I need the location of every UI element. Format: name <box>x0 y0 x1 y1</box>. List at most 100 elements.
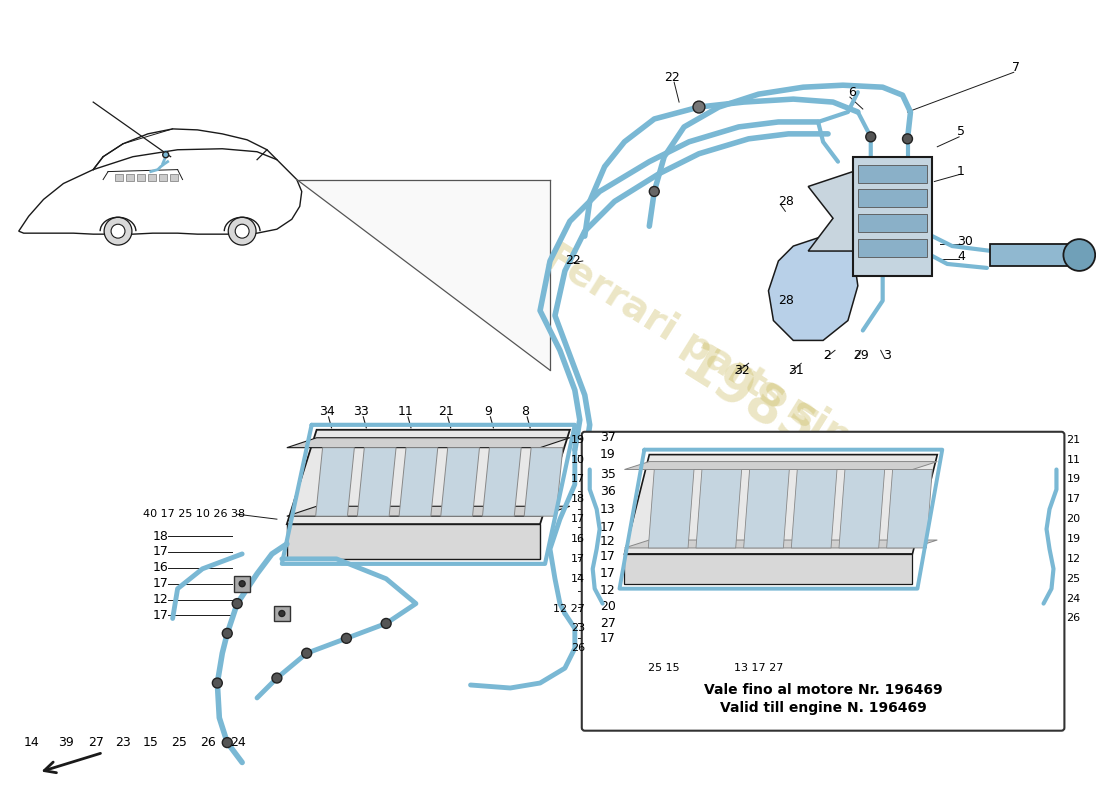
Polygon shape <box>483 448 521 516</box>
Polygon shape <box>287 430 570 524</box>
Text: 12: 12 <box>600 534 615 547</box>
Polygon shape <box>525 448 563 516</box>
Text: 26: 26 <box>200 736 217 749</box>
Circle shape <box>279 610 285 617</box>
Polygon shape <box>287 506 570 516</box>
Polygon shape <box>358 448 396 516</box>
Circle shape <box>272 673 282 683</box>
Bar <box>858 190 927 207</box>
Circle shape <box>212 678 222 688</box>
Text: 34: 34 <box>319 406 334 418</box>
Text: 24: 24 <box>230 736 246 749</box>
Text: 12: 12 <box>153 593 168 606</box>
Text: 18: 18 <box>153 530 168 542</box>
Text: 21: 21 <box>1066 434 1080 445</box>
Text: 17: 17 <box>571 474 585 485</box>
Text: 1: 1 <box>957 165 965 178</box>
Polygon shape <box>625 462 937 470</box>
Polygon shape <box>399 448 438 516</box>
Text: 36: 36 <box>600 485 615 498</box>
Polygon shape <box>316 448 354 516</box>
Text: 40 17 25 10 26 38: 40 17 25 10 26 38 <box>143 510 245 519</box>
Polygon shape <box>696 470 741 548</box>
Bar <box>852 157 933 276</box>
Text: Vale fino al motore Nr. 196469: Vale fino al motore Nr. 196469 <box>704 683 943 697</box>
Text: 11: 11 <box>1066 454 1080 465</box>
Text: 3: 3 <box>882 349 891 362</box>
Circle shape <box>235 224 249 238</box>
Text: 8: 8 <box>521 406 529 418</box>
Text: 26: 26 <box>1066 614 1080 623</box>
Circle shape <box>341 634 351 643</box>
Bar <box>990 244 1079 266</box>
Text: 39: 39 <box>58 736 74 749</box>
Text: 4: 4 <box>957 250 965 262</box>
Text: 10: 10 <box>571 454 585 465</box>
Text: 11: 11 <box>398 406 414 418</box>
Text: 17: 17 <box>571 554 585 564</box>
Text: 12: 12 <box>600 584 615 597</box>
Circle shape <box>382 618 392 629</box>
Text: 20: 20 <box>600 600 616 613</box>
Text: 16: 16 <box>571 534 585 544</box>
Circle shape <box>104 218 132 245</box>
Text: 17: 17 <box>571 514 585 524</box>
Text: 29: 29 <box>852 349 869 362</box>
Text: 9: 9 <box>484 406 493 418</box>
Polygon shape <box>19 149 301 234</box>
Text: 18: 18 <box>571 494 585 504</box>
Text: 7: 7 <box>1012 61 1020 74</box>
Text: 35: 35 <box>600 468 616 481</box>
Text: 17: 17 <box>600 521 616 534</box>
Text: 13 17 27: 13 17 27 <box>734 663 783 673</box>
Text: 19: 19 <box>571 434 585 445</box>
Bar <box>169 174 177 181</box>
Bar <box>116 174 123 181</box>
Circle shape <box>902 134 913 144</box>
Bar <box>234 576 250 592</box>
Text: 16: 16 <box>153 562 168 574</box>
Circle shape <box>232 598 242 609</box>
Polygon shape <box>287 438 570 448</box>
Text: 17: 17 <box>600 567 616 580</box>
Text: 26: 26 <box>571 643 585 654</box>
Text: 19: 19 <box>1066 474 1080 485</box>
Text: 23: 23 <box>116 736 131 749</box>
Circle shape <box>222 629 232 638</box>
Circle shape <box>301 648 311 658</box>
Text: 17: 17 <box>1066 494 1080 504</box>
Text: 28: 28 <box>779 294 794 307</box>
Text: 15: 15 <box>143 736 158 749</box>
Circle shape <box>1064 239 1096 271</box>
Text: 27: 27 <box>600 617 616 630</box>
Polygon shape <box>625 540 937 548</box>
Text: 14: 14 <box>24 736 40 749</box>
Text: 20: 20 <box>1066 514 1080 524</box>
Text: 21: 21 <box>438 406 453 418</box>
Polygon shape <box>791 470 837 548</box>
Text: 19: 19 <box>1066 534 1080 544</box>
Polygon shape <box>625 554 913 584</box>
Text: 17: 17 <box>600 632 616 645</box>
Polygon shape <box>839 470 884 548</box>
Polygon shape <box>297 179 550 370</box>
Text: 31: 31 <box>789 364 804 377</box>
Bar <box>274 606 289 622</box>
Text: 14: 14 <box>571 574 585 584</box>
Bar <box>126 174 134 181</box>
Bar <box>136 174 145 181</box>
Polygon shape <box>625 454 937 554</box>
Text: 25: 25 <box>1066 574 1080 584</box>
Text: 12 27: 12 27 <box>553 603 585 614</box>
Polygon shape <box>769 236 858 341</box>
Bar <box>158 174 167 181</box>
Polygon shape <box>648 470 694 548</box>
Polygon shape <box>441 448 480 516</box>
Circle shape <box>163 152 168 158</box>
Circle shape <box>239 581 245 586</box>
Text: 25: 25 <box>170 736 187 749</box>
Text: 27: 27 <box>88 736 104 749</box>
Polygon shape <box>287 524 540 559</box>
Bar <box>858 214 927 232</box>
Text: Ferrari parts since: Ferrari parts since <box>538 238 900 483</box>
